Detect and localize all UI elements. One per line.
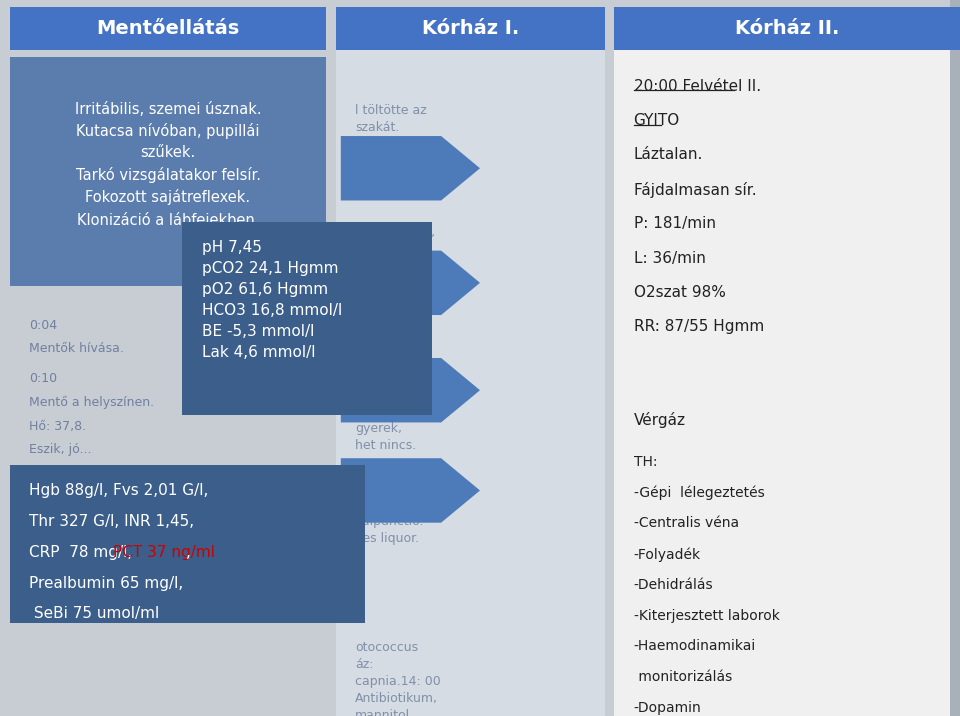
Polygon shape <box>341 458 480 523</box>
Text: Láztalan.: Láztalan. <box>634 147 703 163</box>
Text: -Folyadék: -Folyadék <box>634 547 701 561</box>
Text: 20:00 Felvétel II.: 20:00 Felvétel II. <box>634 79 760 94</box>
Text: PCT 37 ng/ml: PCT 37 ng/ml <box>113 545 215 560</box>
Text: SeBi 75 umol/ml: SeBi 75 umol/ml <box>29 606 159 621</box>
Text: O2szat 98%: O2szat 98% <box>634 285 726 300</box>
Text: Mentőellátás: Mentőellátás <box>96 19 240 38</box>
Text: L: 36/min: L: 36/min <box>634 251 706 266</box>
Text: TH:: TH: <box>634 455 657 469</box>
FancyBboxPatch shape <box>10 57 326 286</box>
Text: Eszik, jó...: Eszik, jó... <box>29 443 91 456</box>
Text: GYITO: GYITO <box>634 113 680 128</box>
Text: Irritábilis, szemei úsznak.
Kutacsa nívóban, pupillái
szűkek.
Tarkó vizsgálatako: Irritábilis, szemei úsznak. Kutacsa nívó… <box>75 102 261 228</box>
FancyBboxPatch shape <box>182 222 432 415</box>
Text: monitorizálás: monitorizálás <box>634 670 732 684</box>
FancyBboxPatch shape <box>10 50 326 716</box>
FancyBboxPatch shape <box>10 465 365 623</box>
Text: -Gépi  lélegeztetés: -Gépi lélegeztetés <box>634 485 764 500</box>
Text: otococcus
áz:
capnia.14: 00
Antibiotikum,
mannitol
17:00 Áthelyezés: otococcus áz: capnia.14: 00 Antibiotikum… <box>355 641 464 716</box>
Text: Mentők hívása.: Mentők hívása. <box>29 342 124 355</box>
FancyBboxPatch shape <box>336 50 605 716</box>
Text: Prealbumin 65 mg/l,: Prealbumin 65 mg/l, <box>29 576 183 591</box>
Text: -Centralis véna: -Centralis véna <box>634 516 739 531</box>
Text: RR: 87/55 Hgmm: RR: 87/55 Hgmm <box>634 319 764 334</box>
Text: Vérgáz: Vérgáz <box>634 412 685 427</box>
Text: rekosztály.: rekosztály. <box>355 311 420 324</box>
Text: ,: , <box>186 545 191 560</box>
Text: Hő: 37,8.: Hő: 37,8. <box>29 420 86 432</box>
FancyBboxPatch shape <box>336 7 605 50</box>
Text: P: 181/min: P: 181/min <box>634 216 715 231</box>
Text: Hgb 88g/l, Fvs 2,01 G/l,: Hgb 88g/l, Fvs 2,01 G/l, <box>29 483 208 498</box>
Text: Kórház I.: Kórház I. <box>421 19 519 38</box>
Text: Mentő a helyszínen.: Mentő a helyszínen. <box>29 396 154 409</box>
FancyBboxPatch shape <box>614 7 960 50</box>
Text: -Haemodinamikai: -Haemodinamikai <box>634 639 756 654</box>
Text: -Dopamin: -Dopamin <box>634 701 702 715</box>
Text: -Kiterjesztett laborok: -Kiterjesztett laborok <box>634 609 780 623</box>
Polygon shape <box>341 136 480 200</box>
Text: es siker,
gyerek,
het nincs.: es siker, gyerek, het nincs. <box>355 405 417 452</box>
Text: Thr 327 G/l, INR 1,45,: Thr 327 G/l, INR 1,45, <box>29 514 194 529</box>
FancyBboxPatch shape <box>614 50 960 716</box>
Text: Kórház II.: Kórház II. <box>735 19 839 38</box>
FancyBboxPatch shape <box>10 7 326 50</box>
Text: -Dehidrálás: -Dehidrálás <box>634 578 713 592</box>
Text: pH 7,45
pCO2 24,1 Hgmm
pO2 61,6 Hgmm
HCO3 16,8 mmol/l
BE -5,3 mmol/l
Lak 4,6 mmo: pH 7,45 pCO2 24,1 Hgmm pO2 61,6 Hgmm HCO… <box>202 240 342 360</box>
FancyBboxPatch shape <box>950 0 960 716</box>
Text: CRP  78 mg/l,: CRP 78 mg/l, <box>29 545 137 560</box>
Text: 0:04: 0:04 <box>29 319 57 332</box>
Text: 0:10: 0:10 <box>29 372 57 385</box>
Polygon shape <box>341 251 480 315</box>
Text: 0 GYITO
balpunctio.
ves liquor.: 0 GYITO balpunctio. ves liquor. <box>355 498 424 545</box>
Text: net bagyadt,
csán veszi a
vegőt.: net bagyadt, csán veszi a vegőt. <box>355 226 435 273</box>
Text: Fájdalmasan sír.: Fájdalmasan sír. <box>634 182 756 198</box>
Polygon shape <box>341 358 480 422</box>
Text: l töltötte az
szakát.: l töltötte az szakát. <box>355 104 427 134</box>
